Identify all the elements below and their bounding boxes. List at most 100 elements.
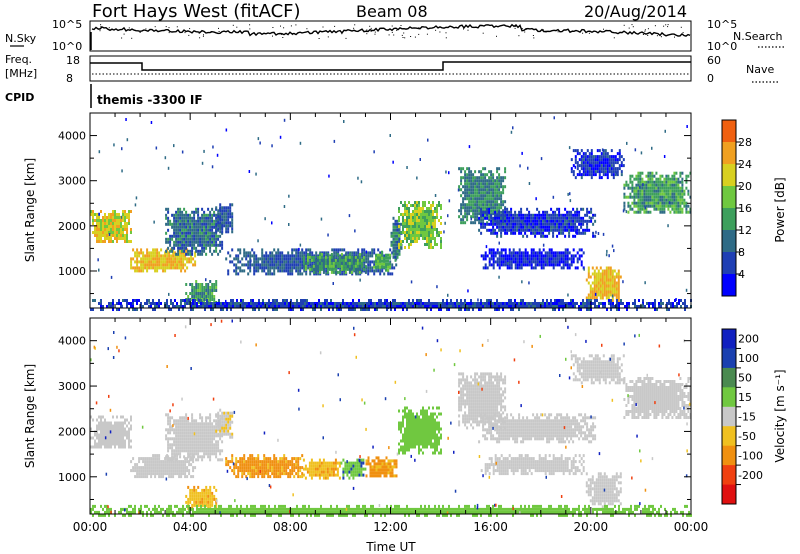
heatmap-cell [171,213,174,217]
heatmap-cell [108,436,110,440]
heatmap-cell [665,189,668,193]
heatmap-cell [634,299,636,302]
scatter-cell [641,303,644,307]
heatmap-cell [574,305,576,308]
heatmap-cell [582,170,585,174]
scatter-cell [203,149,205,153]
heatmap-cell [574,210,577,214]
heatmap-cell [404,219,406,222]
heatmap-cell [284,302,286,305]
heatmap-cell [220,302,222,305]
heatmap-cell [474,200,477,204]
heatmap-cell [354,302,356,305]
heatmap-cell [426,234,428,237]
heatmap-cell [614,155,617,159]
heatmap-cell [179,225,182,229]
heatmap-cell [283,266,286,270]
heatmap-cell [364,264,367,268]
heatmap-cell [193,231,196,235]
heatmap-cell [588,155,591,159]
heatmap-cell [584,305,586,308]
heatmap-cell [225,227,228,231]
heatmap-cell [136,254,139,258]
heatmap-cell [645,207,648,211]
heatmap-cell [516,305,518,308]
heatmap-cell [482,213,485,217]
scatter-cell [211,165,214,169]
heatmap-cell [177,216,180,220]
heatmap-cell [209,240,212,244]
heatmap-cell [474,218,477,222]
heatmap-cell [378,299,380,302]
heatmap-cell [532,222,535,226]
heatmap-cell [176,305,178,308]
heatmap-cell [526,216,529,220]
heatmap-cell [564,302,566,305]
heatmap-cell [100,427,102,431]
heatmap-cell [657,207,660,211]
heatmap-cell [602,170,605,174]
heatmap-cell [283,269,286,273]
heatmap-cell [566,305,568,308]
nsearch-dot [521,28,523,29]
nsearch-dot [232,24,234,26]
heatmap-cell [152,257,155,261]
heatmap-cell [251,248,254,252]
heatmap-cell [482,200,485,204]
scatter-cell [431,225,433,229]
heatmap-cell [176,302,178,305]
heatmap-cell [164,269,167,273]
heatmap-cell [612,170,615,174]
nsearch-dot [374,33,376,35]
heatmap-cell [176,260,179,264]
heatmap-cell [516,266,519,270]
heatmap-cell [540,213,543,217]
heatmap-cell [603,284,606,288]
heatmap-cell [90,415,92,419]
heatmap-cell [336,252,339,256]
heatmap-cell [92,231,94,234]
heatmap-cell [267,272,270,276]
heatmap-cell [671,192,674,196]
heatmap-cell [596,161,599,165]
heatmap-cell [346,255,349,259]
heatmap-cell [160,302,162,305]
nsearch-dot [354,24,356,26]
heatmap-cell [207,216,210,220]
heatmap-cell [410,219,412,222]
heatmap-cell [428,237,430,240]
heatmap-cell [414,228,416,231]
heatmap-cell [165,216,168,220]
heatmap-cell [562,213,565,217]
heatmap-cell [146,254,149,258]
heatmap-cell [686,305,688,308]
nsearch-dot [370,27,372,29]
heatmap-cell [534,302,536,305]
heatmap-cell [322,264,325,268]
heatmap-cell [386,302,388,305]
heatmap-cell [645,210,648,214]
heatmap-cell [530,254,533,258]
heatmap-cell [108,305,110,308]
heatmap-cell [146,457,149,461]
heatmap-cell [554,219,557,223]
heatmap-cell [185,228,188,232]
heatmap-cell [584,152,587,156]
heatmap-cell [448,305,450,308]
heatmap-cell [104,424,106,428]
heatmap-cell [631,195,634,199]
heatmap-cell [472,179,475,183]
heatmap-cell [178,260,181,264]
heatmap-cell [665,186,668,190]
heatmap-cell [203,225,206,229]
heatmap-cell [544,222,547,226]
heatmap-cell [658,305,660,308]
heatmap-cell [215,224,218,228]
heatmap-cell [132,308,134,311]
heatmap-cell [434,225,436,228]
heatmap-cell [466,173,469,177]
heatmap-cell [440,207,442,210]
heatmap-cell [326,264,329,268]
heatmap-cell [203,243,206,247]
heatmap-cell [106,228,108,231]
